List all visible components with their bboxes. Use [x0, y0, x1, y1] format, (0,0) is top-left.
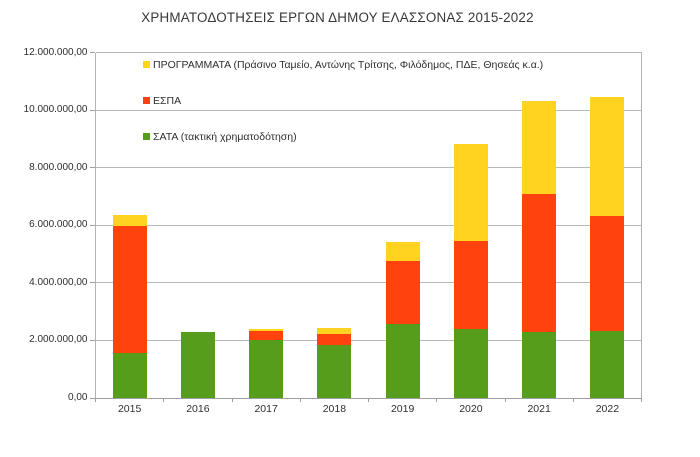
- bar-2017-sata: [249, 339, 284, 398]
- legend-swatch-icon: [143, 97, 150, 104]
- chart-title: ΧΡΗΜΑΤΟΔΟΤΗΣΕΙΣ ΕΡΓΩΝ ΔΗΜΟΥ ΕΛΑΣΣΟΝΑΣ 20…: [141, 10, 534, 25]
- x-axis-label-2018: 2018: [322, 403, 347, 415]
- y-axis-label: 4.000.000,00: [29, 276, 88, 288]
- bar-2015-espa: [112, 226, 147, 354]
- bar-2022-espa: [590, 216, 625, 332]
- gridline: [95, 52, 642, 53]
- legend-label: ΣΑΤΑ (τακτική χρηματοδότηση): [153, 130, 297, 143]
- bar-2022-sata: [590, 331, 625, 398]
- bar-2019-espa: [385, 260, 420, 325]
- bar-2020-programmata: [453, 144, 488, 241]
- y-axis-tick: [90, 167, 95, 169]
- x-axis-tick: [368, 398, 369, 402]
- y-axis-label: 10.000.000,00: [23, 104, 88, 116]
- y-axis-tick: [90, 397, 95, 399]
- x-axis-tick: [163, 398, 165, 402]
- y-axis-tick: [90, 109, 95, 111]
- gridline: [95, 224, 642, 226]
- bar-2015-sata: [112, 353, 147, 398]
- bar-2018-espa: [317, 333, 352, 345]
- bar-2020-espa: [453, 240, 488, 329]
- x-axis-tick: [572, 398, 574, 402]
- gridline: [95, 109, 642, 111]
- y-axis-label: 8.000.000,00: [29, 161, 88, 173]
- y-axis-tick: [90, 224, 95, 226]
- bar-2021-espa: [522, 194, 557, 332]
- gridline: [95, 282, 642, 284]
- gridline: [95, 167, 642, 169]
- y-axis-tick: [90, 339, 95, 341]
- y-axis-label: 0,00: [68, 392, 88, 403]
- bar-2019-programmata: [385, 241, 420, 261]
- x-axis-label-2022: 2022: [595, 403, 620, 415]
- bar-2018-programmata: [317, 327, 352, 334]
- x-axis-tick: [95, 398, 96, 402]
- legend-swatch-icon: [143, 61, 150, 68]
- x-axis-tick: [231, 398, 233, 402]
- x-axis-label-2015: 2015: [117, 403, 142, 415]
- x-axis-tick: [504, 398, 506, 402]
- x-axis-tick: [436, 398, 438, 402]
- gridline: [95, 339, 642, 341]
- x-axis-label-2021: 2021: [527, 403, 551, 415]
- bar-2021-sata: [522, 331, 557, 398]
- x-axis-tick: [641, 398, 642, 402]
- bar-2017-espa: [249, 331, 284, 340]
- plot-right-border: [641, 52, 642, 398]
- x-axis-label-2019: 2019: [390, 403, 415, 415]
- bar-2015-programmata: [112, 215, 147, 227]
- y-axis-tick: [90, 282, 95, 284]
- bar-2018-sata: [317, 344, 352, 398]
- y-axis-label: 2.000.000,00: [29, 334, 88, 346]
- bar-2022-programmata: [590, 96, 625, 217]
- x-axis-tick: [299, 398, 301, 402]
- y-axis-label: 12.000.000,00: [23, 46, 88, 58]
- x-axis-label-2020: 2020: [459, 403, 483, 415]
- y-axis-label: 6.000.000,00: [29, 219, 88, 231]
- legend-swatch-icon: [143, 132, 150, 140]
- bar-2020-sata: [453, 328, 488, 398]
- y-axis-line: [95, 52, 96, 398]
- bar-2019-sata: [385, 324, 420, 398]
- bar-2016-sata: [180, 332, 215, 398]
- legend-label: ΕΣΠΑ: [153, 95, 182, 107]
- bar-2017-programmata: [249, 328, 284, 332]
- bar-2021-programmata: [522, 101, 557, 195]
- legend-label: ΠΡΟΓΡΑΜΜΑΤΑ (Πράσινο Ταμείο, Αντώνης Τρί…: [153, 59, 544, 71]
- x-axis-label-2016: 2016: [186, 403, 210, 415]
- x-axis-label-2017: 2017: [254, 403, 278, 415]
- y-axis-tick: [90, 52, 95, 53]
